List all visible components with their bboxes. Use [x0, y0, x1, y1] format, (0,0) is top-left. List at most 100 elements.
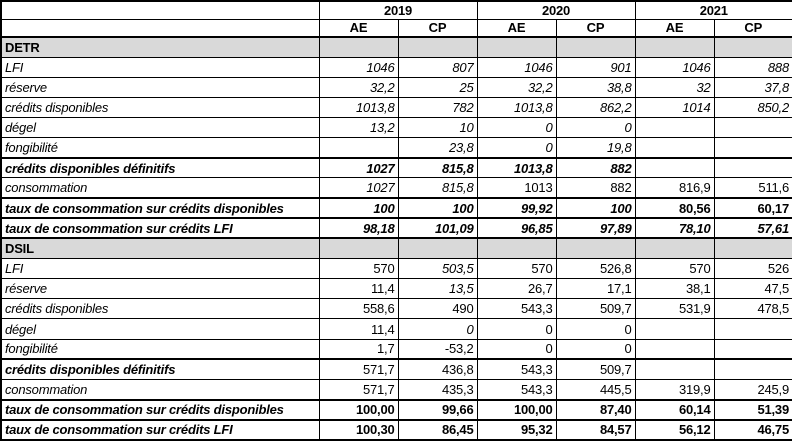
section-header-row: DSIL: [0, 237, 792, 260]
row-label: taux de consommation sur crédits LFI: [0, 418, 320, 441]
value-cell: 32,2: [318, 76, 399, 98]
value-cell: 32: [634, 76, 715, 98]
value-cell: 100,00: [318, 398, 399, 421]
row-label: LFI: [0, 258, 320, 280]
section-header-cell: [318, 35, 399, 58]
row-label: fongibilité: [0, 338, 320, 360]
value-cell: 11,4: [318, 278, 399, 300]
value-cell: 99,92: [476, 197, 557, 219]
table-header: 2019 2020 2021 AE CP AE CP AE CP: [0, 0, 792, 38]
table-row: dégel 13,2 10 0 0: [0, 117, 792, 139]
corner-cell-bottom: [0, 18, 320, 38]
section-header-cell: [713, 237, 792, 260]
section-header-cell: [555, 237, 636, 260]
value-cell: 46,75: [713, 418, 792, 441]
value-cell: 558,6: [318, 298, 399, 320]
value-cell: 0: [555, 338, 636, 360]
table-row: crédits disponibles 558,6 490 543,3 509,7 531…: [0, 298, 792, 320]
row-label: LFI: [0, 56, 320, 78]
col-header-cp-2020: CP: [555, 18, 636, 38]
value-cell: 478,5: [713, 298, 792, 320]
value-cell: 0: [397, 318, 478, 340]
value-cell: 57,61: [713, 217, 792, 239]
value-cell: 1046: [476, 56, 557, 78]
value-cell: 1027: [318, 177, 399, 199]
section-title: DSIL: [0, 237, 320, 260]
table-row: réserve 32,2 25 32,2 38,8 32 37,8: [0, 76, 792, 98]
value-cell: 571,7: [318, 378, 399, 401]
col-header-cp-2021: CP: [713, 18, 792, 38]
value-cell: 1013: [476, 177, 557, 199]
year-header-2020: 2020: [476, 0, 636, 20]
value-cell: [634, 156, 715, 179]
value-cell: 0: [476, 137, 557, 159]
section-header-cell: [476, 237, 557, 260]
section-header-cell: [397, 237, 478, 260]
value-cell: 100,30: [318, 418, 399, 441]
value-cell: 245,9: [713, 378, 792, 401]
section-header-cell: [476, 35, 557, 58]
table-row: crédits disponibles 1013,8 782 1013,8 862,2 1…: [0, 96, 792, 119]
value-cell: 47,5: [713, 278, 792, 300]
row-label: réserve: [0, 278, 320, 300]
value-cell: 60,14: [634, 398, 715, 421]
value-cell: 97,89: [555, 217, 636, 239]
value-cell: 99,66: [397, 398, 478, 421]
table-row: LFI 1046 807 1046 901 1046 888: [0, 56, 792, 78]
value-cell: 23,8: [397, 137, 478, 159]
value-cell: 32,2: [476, 76, 557, 98]
col-header-cp-2019: CP: [397, 18, 478, 38]
value-cell: 445,5: [555, 378, 636, 401]
value-cell: 100: [555, 197, 636, 219]
value-cell: 1013,8: [476, 96, 557, 119]
value-cell: 509,7: [555, 298, 636, 320]
value-cell: 10: [397, 117, 478, 139]
value-cell: 11,4: [318, 318, 399, 340]
table-body: DETR LFI 1046 807 1046 901 1046 888 réserve 32,2 2…: [0, 35, 792, 441]
table-row: LFI 570 503,5 570 526,8 570 526: [0, 258, 792, 280]
value-cell: 543,3: [476, 378, 557, 401]
value-cell: 570: [634, 258, 715, 280]
value-cell: 1027: [318, 156, 399, 179]
value-cell: 96,85: [476, 217, 557, 239]
value-cell: 80,56: [634, 197, 715, 219]
value-cell: 1046: [318, 56, 399, 78]
value-cell: 531,9: [634, 298, 715, 320]
section-title: DETR: [0, 35, 320, 58]
value-cell: 78,10: [634, 217, 715, 239]
value-cell: 526,8: [555, 258, 636, 280]
value-cell: 543,3: [476, 358, 557, 380]
row-label: consommation: [0, 177, 320, 199]
value-cell: 0: [555, 318, 636, 340]
value-cell: 1014: [634, 96, 715, 119]
row-label: consommation: [0, 378, 320, 401]
value-cell: 17,1: [555, 278, 636, 300]
table-row: taux de consommation sur crédits LFI 100,…: [0, 418, 792, 441]
value-cell: 51,39: [713, 398, 792, 421]
value-cell: 882: [555, 156, 636, 179]
year-header-row: 2019 2020 2021: [0, 0, 792, 20]
row-label: taux de consommation sur crédits LFI: [0, 217, 320, 239]
value-cell: 38,8: [555, 76, 636, 98]
value-cell: 87,40: [555, 398, 636, 421]
section-header-cell: [634, 35, 715, 58]
value-cell: 526: [713, 258, 792, 280]
value-cell: 25: [397, 76, 478, 98]
row-label: fongibilité: [0, 137, 320, 159]
table-row: taux de consommation sur crédits disponi…: [0, 398, 792, 421]
table-row: taux de consommation sur crédits disponi…: [0, 197, 792, 219]
corner-cell-top: [0, 0, 320, 20]
value-cell: [634, 318, 715, 340]
table-row: consommation 1027 815,8 1013 882 816,9 511,6: [0, 177, 792, 199]
value-cell: [713, 358, 792, 380]
value-cell: [634, 358, 715, 380]
col-header-ae-2021: AE: [634, 18, 715, 38]
value-cell: 888: [713, 56, 792, 78]
table-row: réserve 11,4 13,5 26,7 17,1 38,1 47,5: [0, 278, 792, 300]
value-cell: 807: [397, 56, 478, 78]
value-cell: 19,8: [555, 137, 636, 159]
value-cell: 782: [397, 96, 478, 119]
year-header-2019: 2019: [318, 0, 478, 20]
